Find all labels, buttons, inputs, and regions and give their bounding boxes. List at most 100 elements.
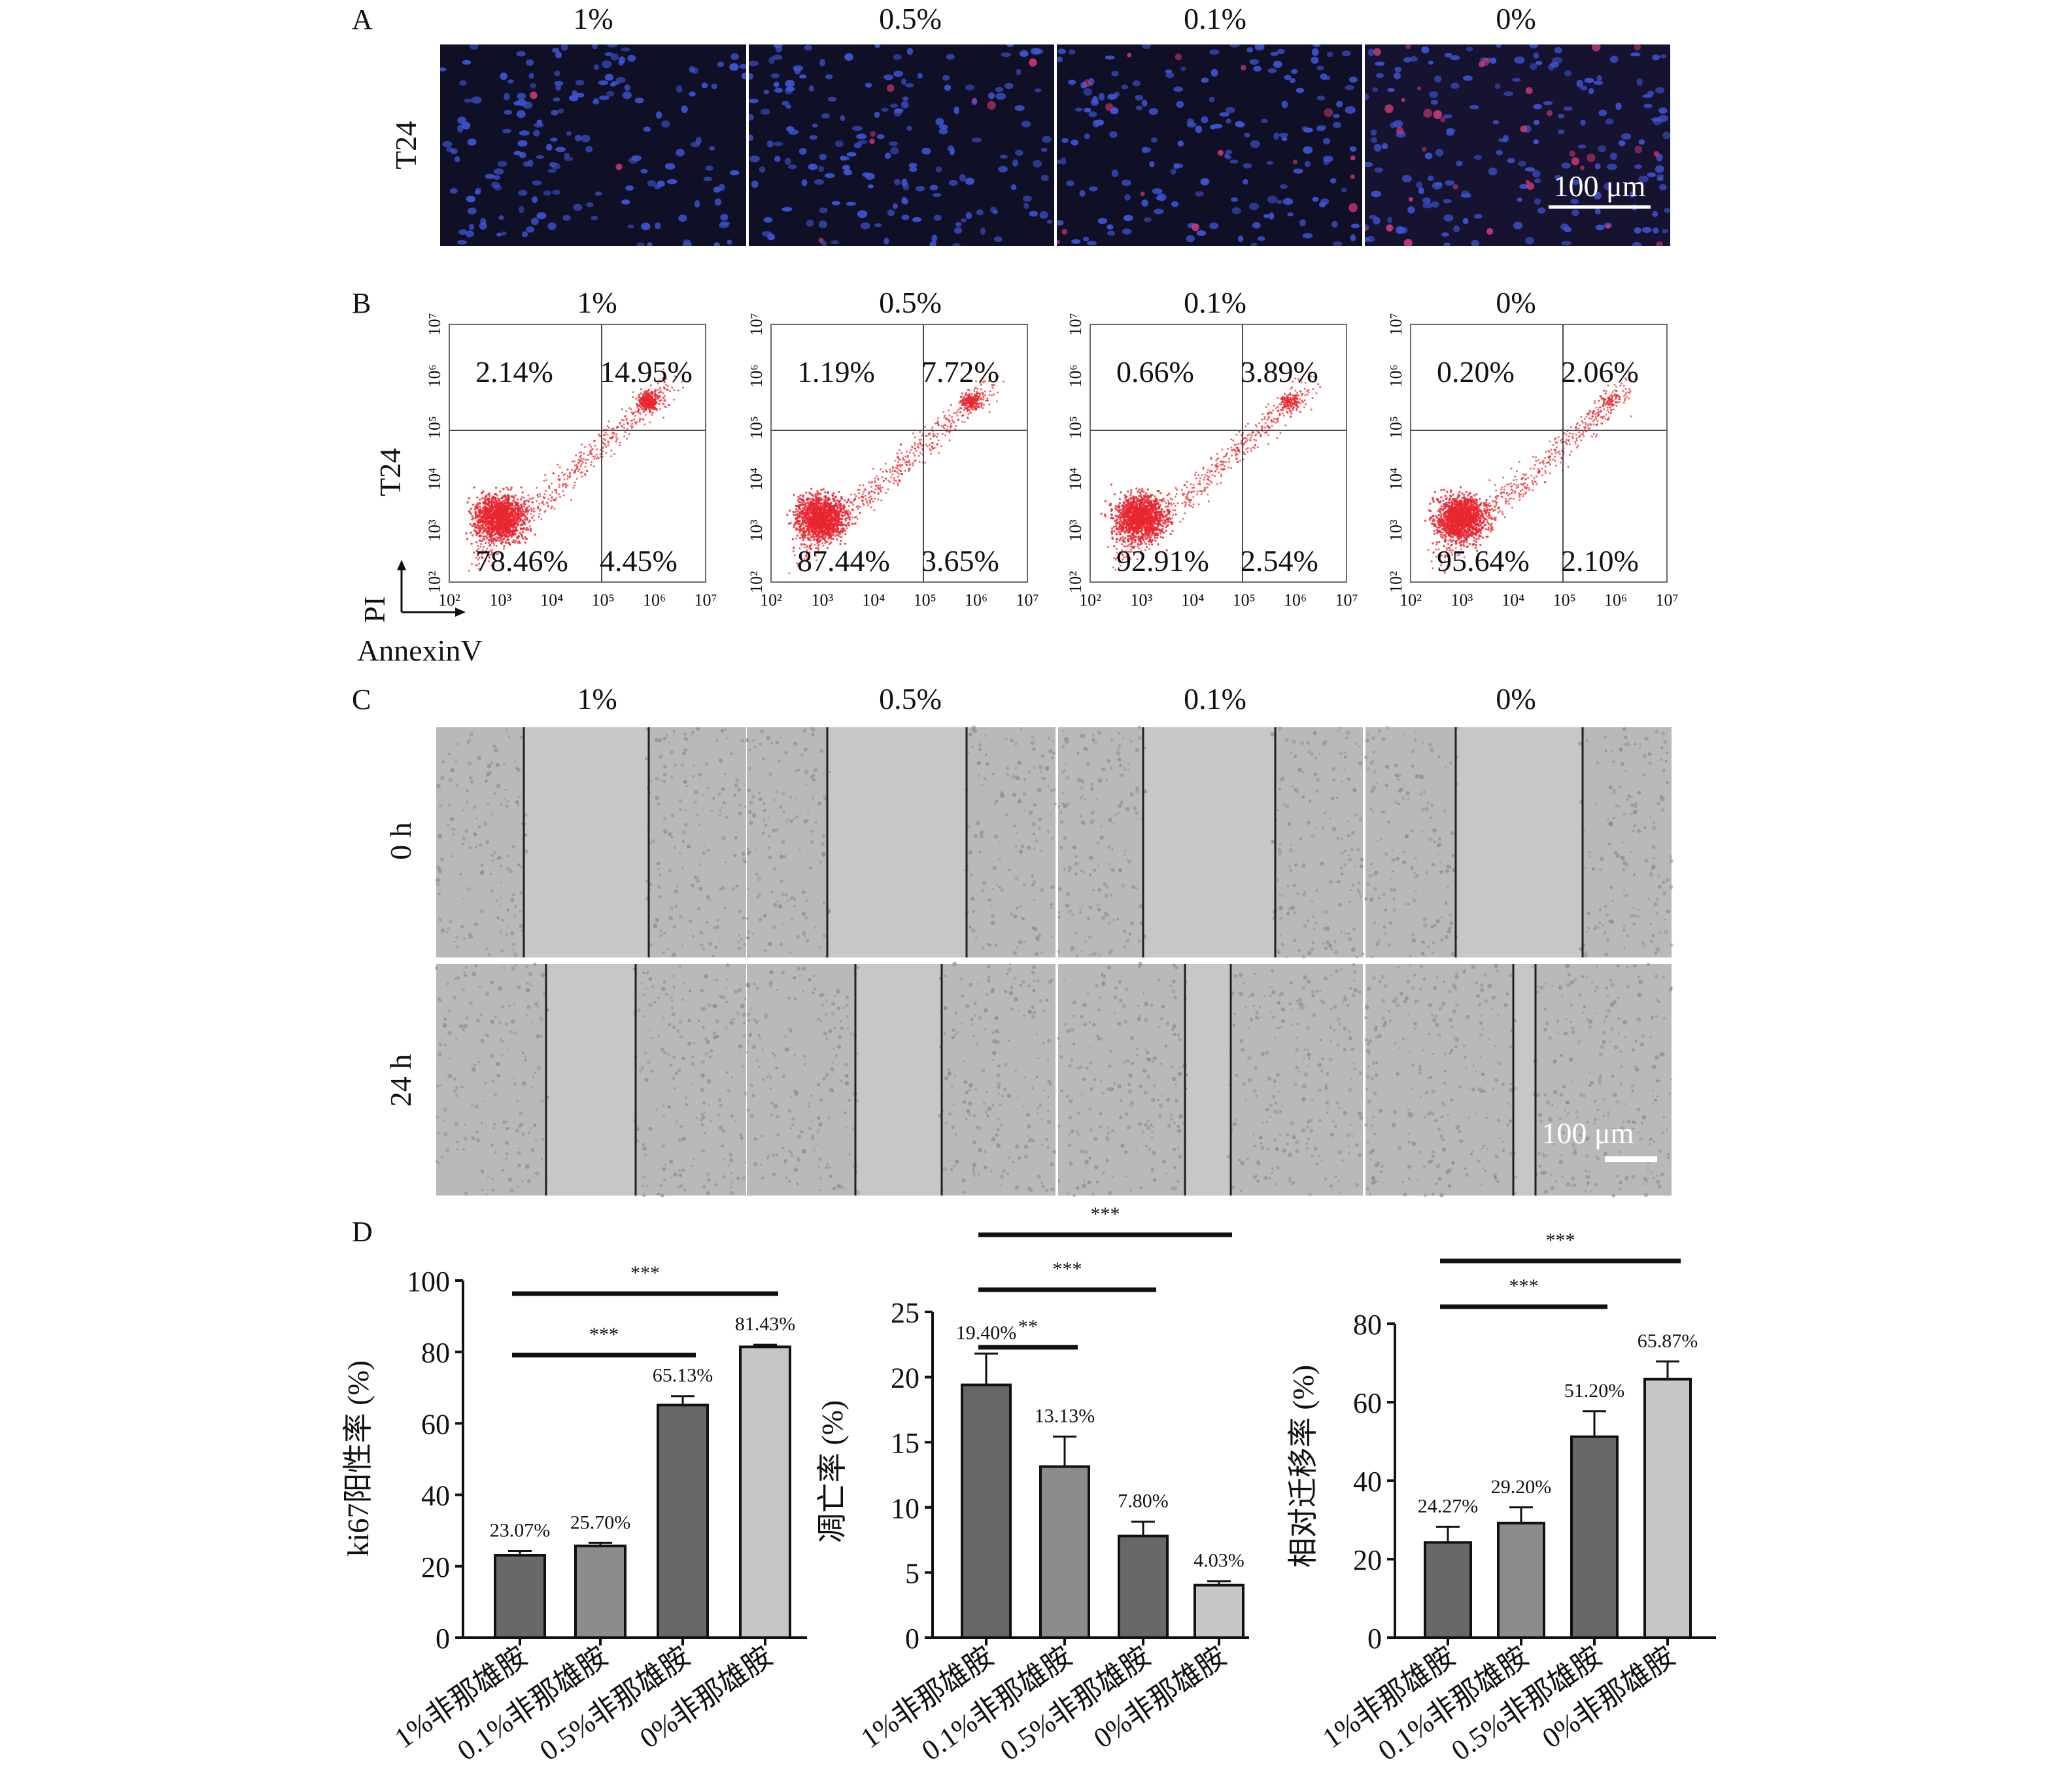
event-dot xyxy=(821,522,823,525)
event-dot xyxy=(509,526,511,528)
nucleus-dot xyxy=(1371,190,1382,198)
event-dot xyxy=(889,481,891,483)
event-dot xyxy=(637,409,640,411)
event-dot xyxy=(504,496,507,498)
event-dot xyxy=(905,451,908,453)
event-dot xyxy=(649,410,651,413)
event-dot xyxy=(632,411,635,414)
event-dot xyxy=(810,506,812,509)
nucleus-dot xyxy=(929,184,938,191)
event-dot xyxy=(969,405,972,408)
event-dot xyxy=(518,520,521,523)
event-dot xyxy=(482,490,485,492)
event-dot xyxy=(640,405,642,409)
nucleus-dot xyxy=(496,232,502,237)
event-dot xyxy=(634,415,636,417)
nucleus-dot xyxy=(1403,57,1412,63)
nucleus-dot xyxy=(1513,222,1523,230)
nucleus-dot xyxy=(1057,56,1063,63)
nucleus-dot xyxy=(741,73,746,80)
red-signal-dot xyxy=(818,237,824,243)
nucleus-dot xyxy=(532,180,542,186)
nucleus-dot xyxy=(1267,196,1278,203)
event-dot xyxy=(522,537,524,540)
event-dot xyxy=(509,504,511,507)
nucleus-dot xyxy=(788,129,799,135)
nucleus-dot xyxy=(1173,163,1179,169)
event-dot xyxy=(869,502,871,504)
event-dot xyxy=(581,471,583,474)
row-label-b: T24 xyxy=(373,448,407,496)
nucleus-dot xyxy=(1578,144,1587,149)
event-dot xyxy=(961,421,964,423)
nucleus-dot xyxy=(493,184,502,191)
x-tick-label: 10⁴ xyxy=(540,591,563,610)
nucleus-dot xyxy=(781,101,789,106)
event-dot xyxy=(832,506,835,509)
nucleus-dot xyxy=(1466,46,1473,52)
nucleus-dot xyxy=(906,126,912,131)
nucleus-dot xyxy=(1312,196,1319,202)
nucleus-dot xyxy=(954,227,963,234)
event-dot xyxy=(599,453,602,456)
event-dot xyxy=(843,511,846,513)
event-dot xyxy=(795,508,798,511)
event-dot xyxy=(585,458,587,461)
event-dot xyxy=(970,393,973,396)
event-dot xyxy=(502,508,504,511)
event-dot xyxy=(504,540,507,543)
nucleus-dot xyxy=(1083,236,1090,242)
nucleus-dot xyxy=(450,148,458,154)
nucleus-dot xyxy=(1023,202,1029,209)
event-dot xyxy=(833,498,836,500)
event-dot xyxy=(934,422,936,424)
nucleus-dot xyxy=(572,90,577,97)
event-dot xyxy=(572,487,575,489)
event-dot xyxy=(855,495,857,498)
nucleus-dot xyxy=(1348,77,1358,83)
nucleus-dot xyxy=(1152,188,1163,194)
nucleus-dot xyxy=(938,128,948,135)
event-dot xyxy=(538,516,540,518)
event-dot xyxy=(566,477,569,480)
event-dot xyxy=(852,509,855,511)
event-dot xyxy=(480,528,483,531)
event-dot xyxy=(887,488,889,491)
event-dot xyxy=(552,498,555,501)
event-dot xyxy=(506,528,509,530)
nucleus-dot xyxy=(1143,217,1152,222)
event-dot xyxy=(819,515,823,517)
event-dot xyxy=(821,520,825,523)
nucleus-dot xyxy=(1558,114,1564,119)
event-dot xyxy=(809,539,812,542)
x-tick-label: 10⁷ xyxy=(1016,591,1039,610)
event-dot xyxy=(558,466,561,469)
event-dot xyxy=(609,437,611,439)
event-dot xyxy=(871,481,874,483)
nucleus-dot xyxy=(739,63,746,69)
event-dot xyxy=(960,407,963,409)
event-dot xyxy=(651,402,654,405)
nucleus-dot xyxy=(1311,56,1319,64)
event-dot xyxy=(642,417,644,420)
event-dot xyxy=(659,400,661,402)
event-dot xyxy=(662,403,665,405)
nucleus-dot xyxy=(562,215,571,221)
event-dot xyxy=(503,523,506,525)
nucleus-dot xyxy=(965,212,972,220)
nucleus-dot xyxy=(1615,102,1622,111)
event-dot xyxy=(815,538,818,541)
nucleus-dot xyxy=(1387,216,1393,224)
nucleus-dot xyxy=(901,78,907,85)
event-dot xyxy=(863,491,865,493)
event-dot xyxy=(891,474,894,475)
event-dot xyxy=(507,488,509,491)
event-dot xyxy=(984,394,986,396)
event-dot xyxy=(513,502,517,504)
nucleus-dot xyxy=(884,237,889,245)
red-signal-dot xyxy=(1350,155,1356,161)
nucleus-dot xyxy=(456,239,468,245)
event-dot xyxy=(795,537,798,540)
event-dot xyxy=(920,438,923,441)
nucleus-dot xyxy=(1530,63,1537,70)
